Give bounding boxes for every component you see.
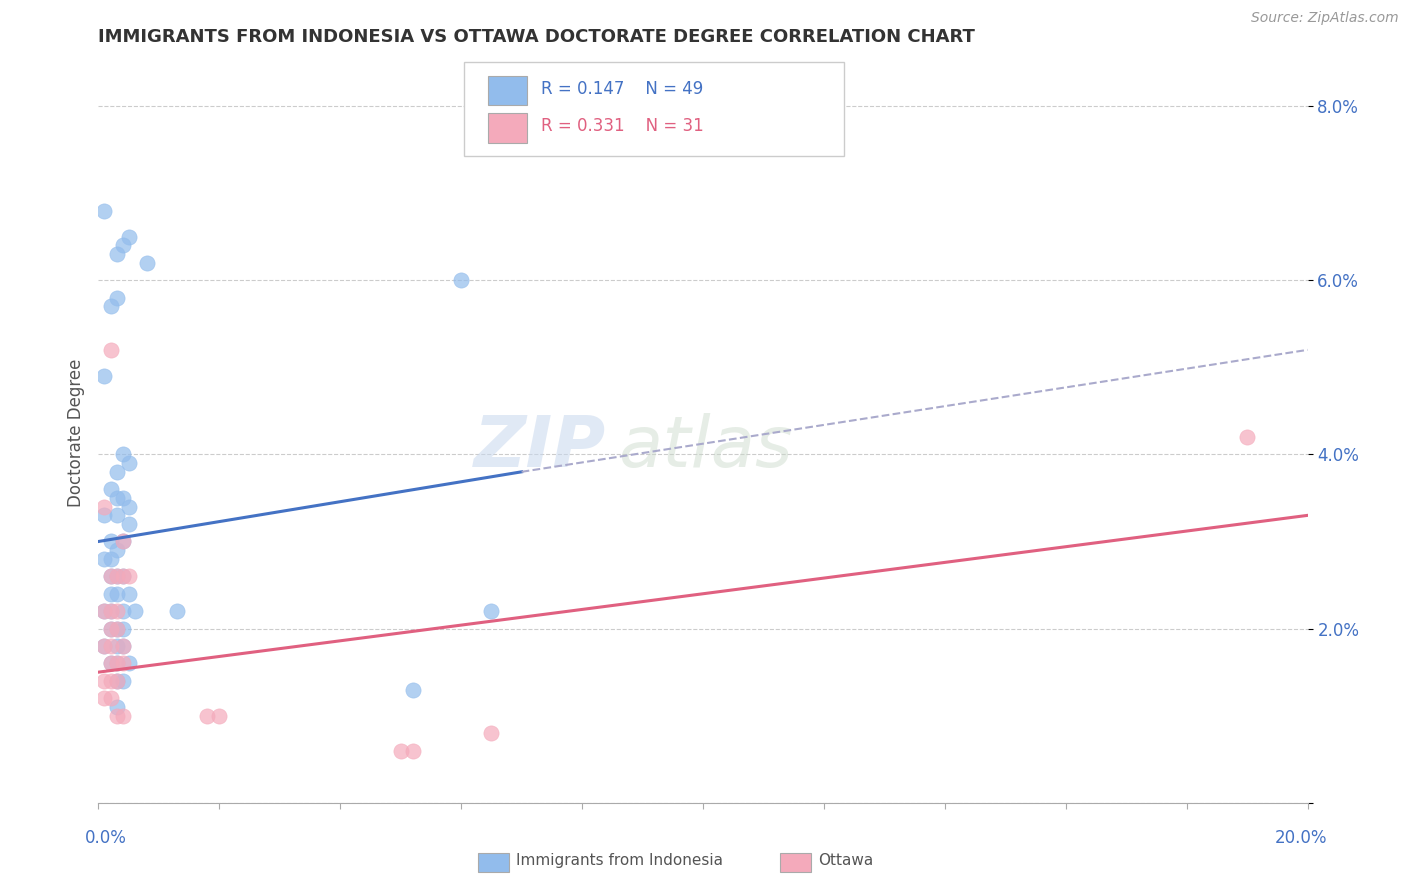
Point	[93, 500, 115, 514]
Point	[100, 604, 122, 618]
Text: IMMIGRANTS FROM INDONESIA VS OTTAWA DOCTORATE DEGREE CORRELATION CHART: IMMIGRANTS FROM INDONESIA VS OTTAWA DOCT…	[98, 28, 976, 45]
Point	[100, 673, 122, 688]
Point	[111, 569, 134, 583]
Point	[1236, 430, 1258, 444]
Point	[118, 517, 141, 532]
Point	[111, 534, 134, 549]
Point	[105, 247, 128, 261]
Y-axis label: Doctorate Degree: Doctorate Degree	[66, 359, 84, 507]
Text: R = 0.331    N = 31: R = 0.331 N = 31	[541, 117, 704, 135]
Point	[100, 639, 122, 653]
Point	[402, 743, 425, 757]
Point	[93, 691, 115, 706]
Point	[124, 604, 146, 618]
Point	[93, 369, 115, 384]
Point	[118, 587, 141, 601]
Point	[93, 604, 115, 618]
Point	[105, 543, 128, 558]
Point	[105, 508, 128, 523]
Point	[105, 673, 128, 688]
Point	[100, 622, 122, 636]
Point	[93, 639, 115, 653]
Point	[111, 639, 134, 653]
Point	[105, 657, 128, 671]
Point	[111, 569, 134, 583]
Point	[111, 639, 134, 653]
Point	[100, 343, 122, 357]
Point	[105, 587, 128, 601]
Point	[100, 299, 122, 313]
Point	[118, 500, 141, 514]
Point	[100, 569, 122, 583]
Point	[93, 203, 115, 218]
Point	[402, 682, 425, 697]
Point	[166, 604, 188, 618]
Point	[105, 465, 128, 479]
Point	[100, 552, 122, 566]
Point	[105, 622, 128, 636]
Point	[100, 657, 122, 671]
Point	[100, 657, 122, 671]
Text: Ottawa: Ottawa	[818, 854, 873, 868]
Point	[93, 552, 115, 566]
Point	[105, 291, 128, 305]
Point	[481, 604, 503, 618]
Point	[105, 569, 128, 583]
Point	[93, 673, 115, 688]
Point	[118, 456, 141, 470]
Point	[118, 569, 141, 583]
Text: ZIP: ZIP	[474, 413, 606, 482]
Point	[105, 657, 128, 671]
Point	[105, 569, 128, 583]
Point	[481, 726, 503, 740]
Point	[135, 256, 157, 270]
Point	[105, 673, 128, 688]
Point	[93, 604, 115, 618]
Point	[208, 708, 231, 723]
Point	[111, 238, 134, 252]
Point	[105, 491, 128, 505]
Point	[100, 534, 122, 549]
Point	[105, 700, 128, 714]
Point	[118, 229, 141, 244]
Point	[111, 708, 134, 723]
Point	[100, 482, 122, 496]
Point	[111, 491, 134, 505]
Point	[111, 622, 134, 636]
Point	[100, 691, 122, 706]
Point	[100, 622, 122, 636]
Point	[105, 708, 128, 723]
Text: atlas: atlas	[619, 413, 793, 482]
Point	[450, 273, 472, 287]
Point	[105, 639, 128, 653]
Point	[111, 447, 134, 461]
Point	[111, 534, 134, 549]
Point	[195, 708, 218, 723]
Text: R = 0.147    N = 49: R = 0.147 N = 49	[541, 79, 703, 97]
Text: 20.0%: 20.0%	[1274, 829, 1327, 847]
Point	[100, 604, 122, 618]
Point	[118, 657, 141, 671]
Point	[100, 569, 122, 583]
Point	[389, 743, 412, 757]
Point	[93, 639, 115, 653]
Text: 0.0%: 0.0%	[84, 829, 127, 847]
Point	[100, 587, 122, 601]
Point	[111, 657, 134, 671]
Text: Source: ZipAtlas.com: Source: ZipAtlas.com	[1251, 12, 1399, 25]
Text: Immigrants from Indonesia: Immigrants from Indonesia	[516, 854, 723, 868]
Point	[105, 604, 128, 618]
Point	[111, 604, 134, 618]
Point	[105, 622, 128, 636]
Point	[93, 508, 115, 523]
Point	[111, 673, 134, 688]
